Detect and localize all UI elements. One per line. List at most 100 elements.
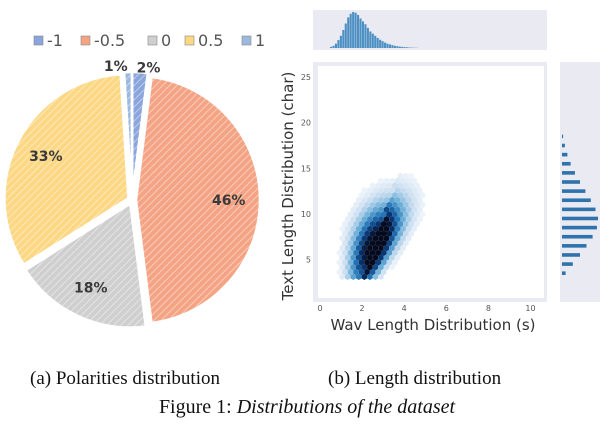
hexbin-cell (397, 220, 404, 228)
hexbin-cell (417, 206, 423, 213)
marginal-x-bar (361, 21, 365, 48)
hexbin-cell (336, 259, 343, 266)
pie-slice-label: 46% (212, 193, 246, 209)
hexbin-cell (392, 211, 398, 218)
hexbin-cell (369, 259, 376, 266)
hexbin-cell (378, 225, 384, 232)
hexbin-cell (408, 192, 415, 199)
hexbin-cell (344, 273, 351, 280)
hexbin-cell (353, 230, 359, 237)
hexbin-cell (378, 177, 384, 184)
pie-slice-label: 18% (74, 281, 108, 297)
hexbin-cell (378, 244, 384, 252)
x-tick-label: 6 (444, 304, 449, 313)
hexbin-cell (414, 220, 420, 228)
hexbin-cell (392, 259, 398, 266)
hexbin-cell (397, 230, 404, 237)
hexbin-cell (342, 240, 348, 247)
hexbin-cell (381, 268, 387, 276)
hexbin-cell (361, 235, 368, 242)
hexbin-cell (372, 254, 379, 261)
hexbin-cell (364, 192, 370, 199)
hexbin-cell (361, 216, 368, 223)
hexbin-cell (369, 230, 376, 237)
legend-swatch (80, 35, 91, 46)
pie-slice-hatch (136, 76, 260, 324)
hexbin-cell (375, 220, 381, 228)
hexbin-cell (356, 244, 362, 252)
hexbin-cell (342, 268, 348, 276)
hexbin-cell (405, 196, 412, 204)
marginal-x-bar (364, 24, 367, 48)
hexbin-cell (358, 268, 365, 276)
legend-swatch (147, 35, 158, 46)
pie-slice-hatch (132, 72, 148, 197)
hexbin-cell (383, 206, 390, 213)
hexbin-cell (381, 220, 387, 228)
hexbin-cell (394, 244, 401, 252)
hexbin-cell (383, 254, 390, 261)
legend-label: 1 (255, 31, 265, 50)
hexbin-cell (389, 216, 395, 223)
hexbin-cell (361, 196, 368, 204)
hexbin-cell (369, 201, 376, 208)
hexbin-cell (364, 249, 370, 256)
hexbin-cell (389, 177, 395, 184)
hexbin-cell (347, 240, 354, 247)
hexbin-cell (389, 187, 395, 194)
hexbin-cell (394, 196, 401, 204)
hexbin-cell (358, 259, 365, 266)
hexbin-cell (383, 177, 390, 184)
hexbin-cell (353, 249, 359, 256)
hexbin-cell (392, 230, 398, 237)
hexbin-cell (389, 244, 395, 252)
hexbin-cell (358, 249, 365, 256)
hexbin-cell (414, 192, 420, 199)
marginal-x-bar (379, 39, 382, 48)
hexbin-cell (397, 211, 404, 218)
hexbin-cell (361, 206, 368, 213)
hexbin-cell (339, 264, 345, 271)
hexbin-cell (389, 206, 395, 213)
marginal-y-bar (562, 198, 591, 203)
marginal-y-bar (562, 244, 587, 248)
marginal-y-bar (562, 271, 566, 275)
hexbin-cell (411, 216, 417, 223)
hexbin-cell (403, 240, 409, 247)
hexbin-cell (411, 225, 417, 232)
pie-slice-hatch (25, 203, 146, 328)
marginal-y-bar (562, 262, 573, 266)
figure-caption: Figure 1: Distributions of the dataset (0, 396, 614, 419)
hexbin-cell (342, 220, 348, 228)
hexbin-cell (347, 259, 354, 266)
marginal-y-bar (562, 152, 568, 157)
hexbin-cell (386, 201, 393, 208)
marginal-x-bar (401, 46, 404, 48)
marginal-x-bar (406, 47, 409, 48)
marginal-x-bar (354, 12, 357, 48)
hexbin-cell (375, 211, 381, 218)
marginal-x-bar (347, 17, 350, 48)
hexbin-cell (372, 196, 379, 204)
hexbin-cell (397, 240, 404, 247)
hexbin-cell (381, 240, 387, 247)
hexbin-cell (378, 216, 384, 223)
hexbin-cell (383, 235, 390, 242)
hexbin-cell (347, 230, 354, 237)
hexbin-cell (353, 268, 359, 276)
x-tick-label: 8 (486, 304, 491, 313)
hexbin-cell (397, 201, 404, 208)
hexbin-cell (353, 240, 359, 247)
hexbin-cell (394, 177, 401, 184)
marginal-x-bar (388, 44, 392, 48)
hexbin-cell (405, 177, 412, 184)
hexbin-cell (400, 225, 406, 232)
y-axis-label: Text Length Distribution (char) (279, 72, 297, 302)
hexbin-cell (417, 216, 423, 223)
marginal-y-bar (562, 161, 571, 166)
legend-swatch (184, 35, 195, 46)
hexbin-cell (350, 225, 356, 232)
hexbin-cell (397, 249, 404, 256)
marginal-y-bar (562, 171, 575, 175)
marginal-y-bar (562, 253, 580, 257)
